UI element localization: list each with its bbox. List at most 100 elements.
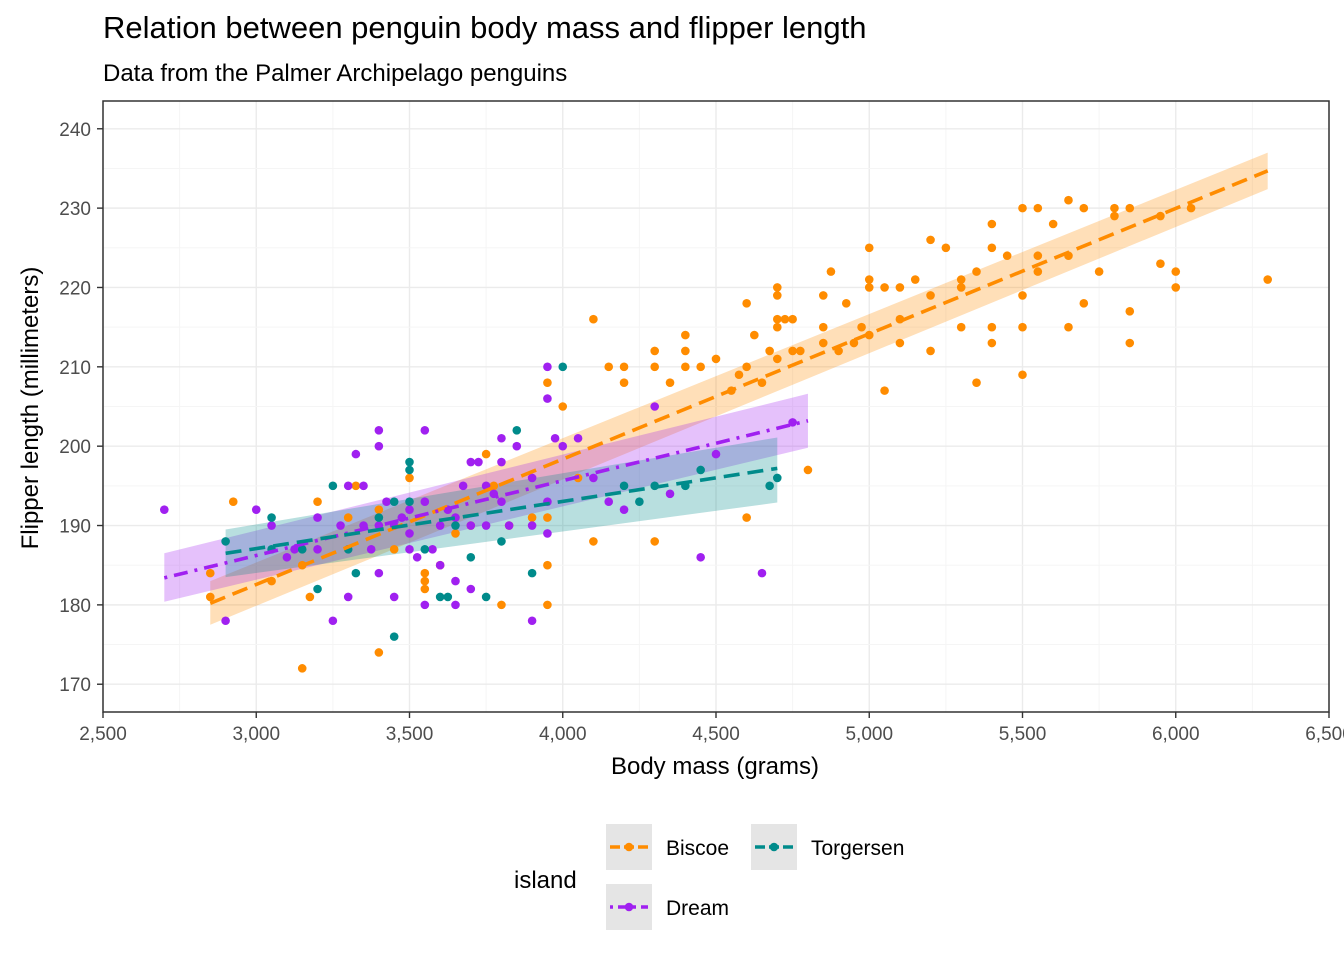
data-point-dream xyxy=(543,529,552,538)
data-point-biscoe xyxy=(1018,322,1027,332)
data-point-biscoe xyxy=(742,513,751,522)
data-point-dream xyxy=(412,552,422,562)
data-point-dream xyxy=(160,505,169,514)
legend-label: Torgersen xyxy=(811,837,904,860)
data-point-biscoe xyxy=(773,291,782,300)
data-point-dream xyxy=(451,600,460,610)
x-tick-label: 4,500 xyxy=(692,724,740,745)
data-point-dream xyxy=(251,505,261,514)
data-point-dream xyxy=(405,529,414,538)
data-point-biscoe xyxy=(1018,203,1027,213)
data-point-biscoe xyxy=(420,584,430,594)
data-point-biscoe xyxy=(926,291,935,300)
chart-subtitle: Data from the Palmer Archipelago penguin… xyxy=(103,60,568,87)
data-point-biscoe xyxy=(650,346,659,356)
data-point-dream xyxy=(374,441,384,451)
data-point-biscoe xyxy=(650,362,659,372)
data-point-biscoe xyxy=(681,346,690,356)
data-point-dream xyxy=(374,568,384,578)
data-point-biscoe xyxy=(205,592,215,602)
data-point-biscoe xyxy=(558,402,568,411)
data-point-dream xyxy=(374,426,384,435)
data-point-torgersen xyxy=(221,537,230,546)
data-point-dream xyxy=(466,457,476,467)
data-point-biscoe xyxy=(527,513,537,522)
data-point-dream xyxy=(405,505,414,514)
data-point-dream xyxy=(550,433,560,443)
y-tick-label: 210 xyxy=(59,358,91,379)
data-point-torgersen xyxy=(481,592,491,602)
data-point-torgersen xyxy=(313,584,322,594)
y-tick-label: 200 xyxy=(59,437,91,458)
data-point-biscoe xyxy=(1002,251,1012,261)
data-point-biscoe xyxy=(742,299,751,308)
data-point-torgersen xyxy=(267,513,276,522)
data-point-dream xyxy=(474,457,483,467)
data-point-dream xyxy=(420,497,430,507)
data-point-torgersen xyxy=(389,632,399,641)
data-point-torgersen xyxy=(765,481,774,491)
data-point-biscoe xyxy=(420,576,430,586)
data-point-dream xyxy=(696,552,705,562)
legend-item-torgersen: Torgersen xyxy=(751,824,904,870)
data-point-dream xyxy=(497,457,506,467)
legend-label: Dream xyxy=(666,897,729,920)
data-point-biscoe xyxy=(543,378,552,387)
data-points xyxy=(160,195,1272,673)
data-point-dream xyxy=(328,616,338,626)
data-point-biscoe xyxy=(987,338,997,348)
data-point-dream xyxy=(420,600,430,610)
data-point-biscoe xyxy=(1186,203,1196,213)
data-point-dream xyxy=(382,497,391,507)
data-point-biscoe xyxy=(497,600,506,610)
data-point-biscoe xyxy=(803,465,813,475)
data-point-biscoe xyxy=(750,330,759,340)
data-point-biscoe xyxy=(864,275,874,284)
y-tick-label: 170 xyxy=(59,675,91,696)
legend-item-dream: Dream xyxy=(606,884,729,930)
data-point-biscoe xyxy=(619,378,629,387)
data-point-biscoe xyxy=(910,275,920,284)
legend-item-biscoe: Biscoe xyxy=(606,824,729,870)
data-point-dream xyxy=(359,481,368,491)
data-point-biscoe xyxy=(1018,370,1027,380)
data-point-biscoe xyxy=(757,378,767,387)
data-point-biscoe xyxy=(1171,283,1181,292)
data-point-biscoe xyxy=(1064,195,1073,205)
data-point-biscoe xyxy=(374,505,384,514)
regression-line-dream xyxy=(163,419,809,580)
data-point-biscoe xyxy=(780,314,790,324)
data-point-torgersen xyxy=(297,545,307,554)
regression-line-torgersen xyxy=(225,466,778,556)
data-point-biscoe xyxy=(742,362,751,372)
data-point-biscoe xyxy=(864,243,874,253)
data-point-biscoe xyxy=(1171,267,1181,276)
regression-lines xyxy=(163,169,1269,605)
data-point-biscoe xyxy=(343,513,353,522)
data-point-biscoe xyxy=(1125,306,1135,316)
confidence-band-torgersen xyxy=(225,437,778,578)
data-point-biscoe xyxy=(1018,291,1027,300)
confidence-band-biscoe xyxy=(210,152,1268,625)
data-point-biscoe xyxy=(389,545,399,554)
data-point-biscoe xyxy=(650,537,659,546)
data-point-dream xyxy=(527,521,537,530)
y-tick-label: 180 xyxy=(59,596,91,617)
data-point-biscoe xyxy=(773,314,782,324)
x-tick-label: 2,500 xyxy=(79,724,127,745)
data-point-biscoe xyxy=(665,378,675,387)
data-point-dream xyxy=(558,441,568,451)
data-point-biscoe xyxy=(765,346,774,356)
data-point-biscoe xyxy=(773,283,782,292)
data-point-torgersen xyxy=(512,426,522,435)
data-point-dream xyxy=(397,513,407,522)
data-point-biscoe xyxy=(374,648,384,657)
x-tick-label: 5,500 xyxy=(999,724,1047,745)
data-point-biscoe xyxy=(864,283,874,292)
data-point-torgersen xyxy=(435,592,445,602)
data-point-biscoe xyxy=(880,386,889,395)
data-point-biscoe xyxy=(1048,219,1058,229)
data-point-biscoe xyxy=(305,592,315,602)
data-point-biscoe xyxy=(297,664,307,673)
